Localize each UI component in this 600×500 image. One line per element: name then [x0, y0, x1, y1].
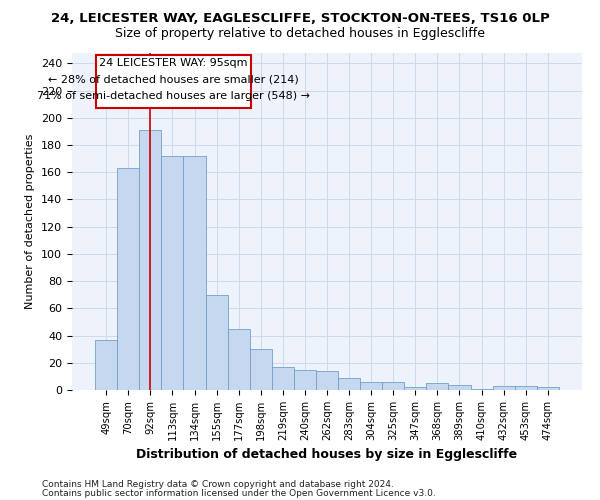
FancyBboxPatch shape: [96, 55, 251, 108]
Bar: [316, 371, 338, 390]
Text: 24, LEICESTER WAY, EAGLESCLIFFE, STOCKTON-ON-TEES, TS16 0LP: 24, LEICESTER WAY, EAGLESCLIFFE, STOCKTO…: [50, 12, 550, 26]
Bar: [427, 383, 448, 390]
Bar: [117, 168, 139, 390]
Bar: [184, 156, 206, 390]
Bar: [537, 388, 559, 390]
Text: Size of property relative to detached houses in Egglescliffe: Size of property relative to detached ho…: [115, 28, 485, 40]
Text: Contains public sector information licensed under the Open Government Licence v3: Contains public sector information licen…: [42, 489, 436, 498]
Bar: [95, 340, 117, 390]
Bar: [206, 294, 227, 390]
Text: 24 LEICESTER WAY: 95sqm: 24 LEICESTER WAY: 95sqm: [100, 58, 248, 68]
Bar: [404, 388, 427, 390]
Text: Contains HM Land Registry data © Crown copyright and database right 2024.: Contains HM Land Registry data © Crown c…: [42, 480, 394, 489]
Bar: [250, 349, 272, 390]
Bar: [161, 156, 184, 390]
Bar: [448, 384, 470, 390]
Bar: [360, 382, 382, 390]
Bar: [493, 386, 515, 390]
Bar: [139, 130, 161, 390]
Text: 71% of semi-detached houses are larger (548) →: 71% of semi-detached houses are larger (…: [37, 91, 310, 101]
Y-axis label: Number of detached properties: Number of detached properties: [25, 134, 35, 309]
X-axis label: Distribution of detached houses by size in Egglescliffe: Distribution of detached houses by size …: [136, 448, 518, 462]
Bar: [272, 367, 294, 390]
Bar: [338, 378, 360, 390]
Bar: [227, 329, 250, 390]
Bar: [515, 386, 537, 390]
Bar: [470, 388, 493, 390]
Bar: [382, 382, 404, 390]
Text: ← 28% of detached houses are smaller (214): ← 28% of detached houses are smaller (21…: [48, 74, 299, 85]
Bar: [294, 370, 316, 390]
